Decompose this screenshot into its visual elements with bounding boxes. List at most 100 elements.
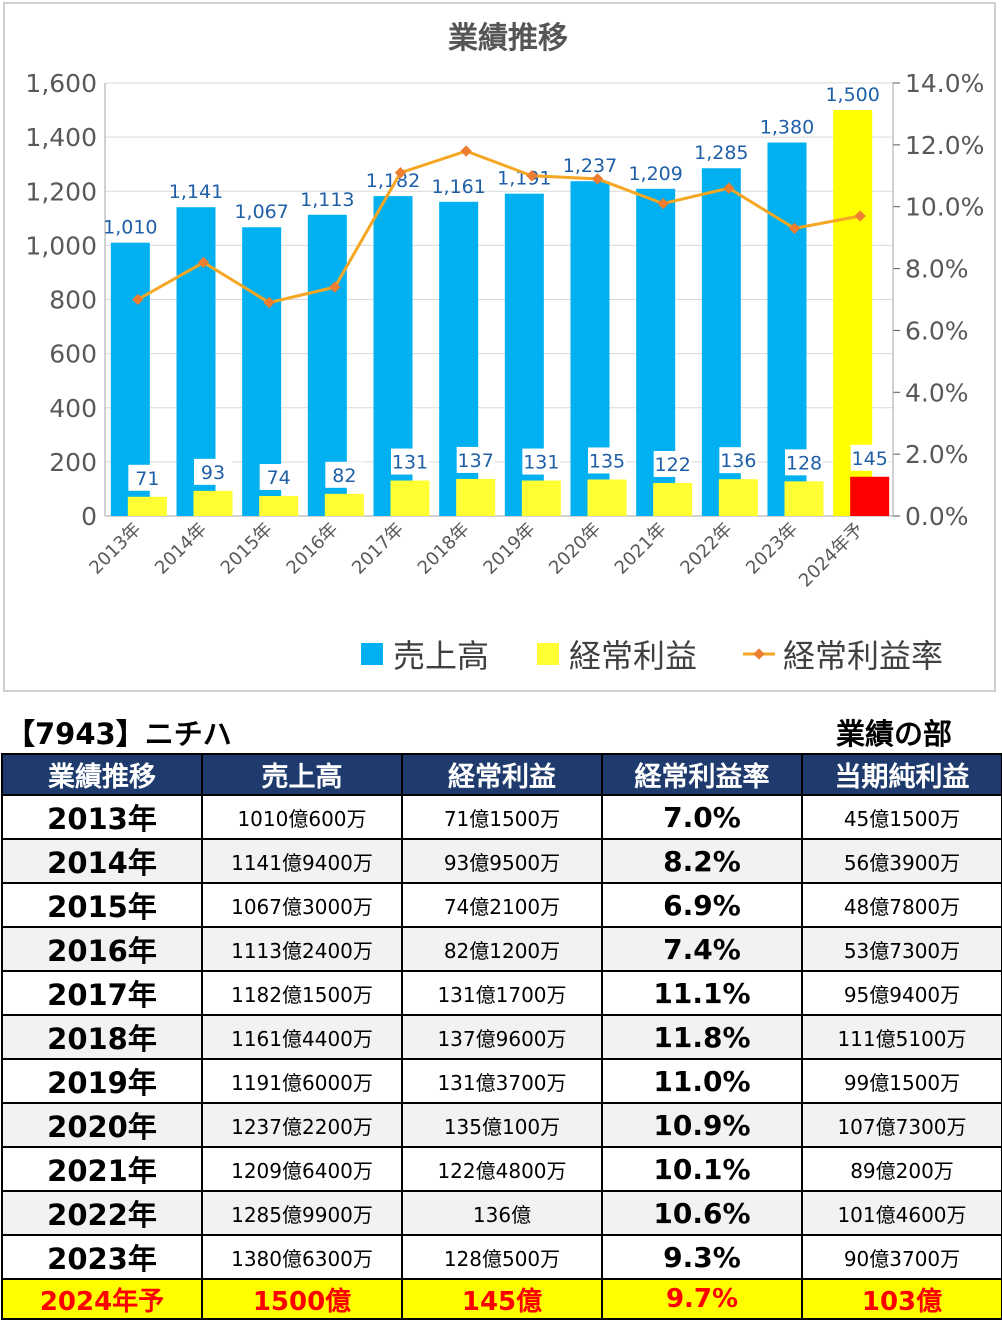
x-tick-label: 2020年 — [545, 519, 605, 579]
y-left-tick-label: 1,200 — [25, 177, 97, 206]
label-bg — [850, 444, 889, 471]
row-sales: 1285億9900万 — [201, 1190, 403, 1236]
row-net-income: 90億3700万 — [801, 1234, 1002, 1280]
label-sales: 1,380 — [760, 117, 814, 139]
marker-profit-rate — [329, 281, 341, 293]
row-ordinary-profit: 131億1700万 — [401, 970, 603, 1016]
row-sales: 1182億1500万 — [201, 970, 403, 1016]
label-sales: 1,161 — [431, 176, 485, 198]
row-ordinary-profit: 128億500万 — [401, 1234, 603, 1280]
bar-ordinary-profit — [324, 493, 364, 516]
label-ordinary-profit: 128 — [786, 452, 822, 474]
row-ordinary-profit: 136億 — [401, 1190, 603, 1236]
label-sales: 1,285 — [694, 142, 748, 164]
row-profit-rate: 11.0% — [601, 1058, 803, 1104]
marker-profit-rate — [854, 210, 866, 222]
marker-profit-rate — [197, 256, 210, 269]
y-right-tick-label: 12.0% — [905, 131, 984, 160]
row-year: 2018年 — [1, 1014, 203, 1060]
label-sales: 1,113 — [300, 189, 354, 211]
label-ordinary-profit: 135 — [589, 450, 625, 472]
row-net-income: 101億4600万 — [801, 1190, 1002, 1236]
chart-panel: 業績推移 0 200 400 600 800 1,000 1,200 1,400 1,600 0.0… — [3, 2, 996, 692]
row-year: 2014年 — [1, 838, 203, 884]
legend-marker-profit-rate — [753, 648, 765, 660]
row-sales: 1113億2400万 — [201, 926, 403, 972]
marker-profit-rate — [591, 173, 604, 185]
row-sales: 1380億6300万 — [201, 1234, 403, 1280]
row-sales: 1161億4400万 — [201, 1014, 403, 1060]
row-net-income: 53億7300万 — [801, 926, 1002, 972]
bar-ordinary-profit — [521, 480, 561, 516]
row-net-income: 89億200万 — [801, 1146, 1002, 1192]
row-ordinary-profit: 137億9600万 — [401, 1014, 603, 1060]
legend-label-sales: 売上高 — [393, 637, 489, 675]
x-tick-label: 2019年 — [479, 519, 539, 579]
header-net-income: 当期純利益 — [801, 753, 1002, 796]
table-row: 2015年 1067億3000万 74億2100万 6.9% 48億7800万 — [1, 882, 1002, 928]
label-ordinary-profit: 131 — [523, 452, 559, 474]
row-profit-rate: 9.7% — [601, 1278, 803, 1320]
marker-profit-rate — [263, 296, 275, 309]
row-profit-rate: 10.6% — [601, 1190, 803, 1236]
y-right-tick-label: 8.0% — [905, 255, 969, 284]
row-year: 2015年 — [1, 882, 203, 928]
row-profit-rate: 11.1% — [601, 970, 803, 1016]
y-right-tick-label: 6.0% — [905, 316, 969, 345]
row-net-income: 95億9400万 — [801, 970, 1002, 1016]
label-sales: 1,191 — [497, 168, 551, 190]
legend-swatch-sales — [361, 643, 383, 665]
row-ordinary-profit: 135億100万 — [401, 1102, 603, 1148]
row-profit-rate: 9.3% — [601, 1234, 803, 1280]
row-profit-rate: 8.2% — [601, 838, 803, 884]
header-ordinary-profit: 経常利益 — [401, 753, 603, 796]
row-year: 2016年 — [1, 926, 203, 972]
row-year: 2019年 — [1, 1058, 203, 1104]
table-row: 2020年 1237億2200万 135億100万 10.9% 107億7300… — [1, 1102, 1002, 1148]
y-right-tick-label: 4.0% — [905, 378, 969, 407]
bar-ordinary-profit — [456, 478, 496, 516]
label-bg — [588, 447, 626, 474]
label-bg — [653, 450, 692, 477]
label-sales: 1,182 — [366, 170, 420, 192]
label-bg — [522, 448, 561, 475]
table-row: 2014年 1141億9400万 93億9500万 8.2% 56億3900万 — [1, 838, 1002, 884]
label-ordinary-profit: 74 — [267, 467, 291, 489]
bar-ordinary-profit — [784, 481, 824, 516]
row-profit-rate: 7.4% — [601, 926, 803, 972]
x-tick-label: 2023年 — [742, 519, 802, 579]
row-profit-rate: 10.9% — [601, 1102, 803, 1148]
bar-ordinary-profit — [718, 479, 758, 516]
row-ordinary-profit: 122億4800万 — [401, 1146, 603, 1192]
y-left-tick-label: 800 — [49, 286, 97, 315]
table-row: 2017年 1182億1500万 131億1700万 11.1% 95億9400… — [1, 970, 1002, 1016]
legend-label-ordinary-profit: 経常利益 — [569, 637, 697, 675]
y-right-tick-label: 14.0% — [905, 69, 984, 98]
table-row: 2023年 1380億6300万 128億500万 9.3% 90億3700万 — [1, 1234, 1002, 1280]
label-ordinary-profit: 93 — [201, 462, 225, 484]
row-sales: 1191億6000万 — [201, 1058, 403, 1104]
row-year: 2022年 — [1, 1190, 203, 1236]
header-sales: 売上高 — [201, 753, 403, 796]
label-bg — [259, 463, 298, 490]
row-profit-rate: 6.9% — [601, 882, 803, 928]
marker-profit-rate — [394, 167, 407, 179]
chart-title: 業績推移 — [448, 21, 568, 56]
marker-profit-rate — [526, 170, 538, 182]
row-year: 2017年 — [1, 970, 203, 1016]
y-left-tick-label: 1,600 — [25, 69, 97, 98]
company-caption: 【7943】ニチハ — [6, 717, 232, 751]
y-right-tick-label: 10.0% — [905, 193, 984, 222]
legend-label-profit-rate: 経常利益率 — [783, 637, 943, 675]
row-net-income: 99億1500万 — [801, 1058, 1002, 1104]
row-year: 2021年 — [1, 1146, 203, 1192]
table-row: 2021年 1209億6400万 122億4800万 10.1% 89億200万 — [1, 1146, 1002, 1192]
row-ordinary-profit: 93億9500万 — [401, 838, 603, 884]
bar-ordinary-profit — [193, 490, 233, 516]
row-net-income: 45億1500万 — [801, 794, 1002, 840]
y-left-tick-label: 0 — [81, 502, 97, 531]
table-row: 2019年 1191億6000万 131億3700万 11.0% 99億1500… — [1, 1058, 1002, 1104]
label-sales: 1,237 — [563, 155, 617, 177]
row-net-income: 56億3900万 — [801, 838, 1002, 884]
row-net-income: 48億7800万 — [801, 882, 1002, 928]
